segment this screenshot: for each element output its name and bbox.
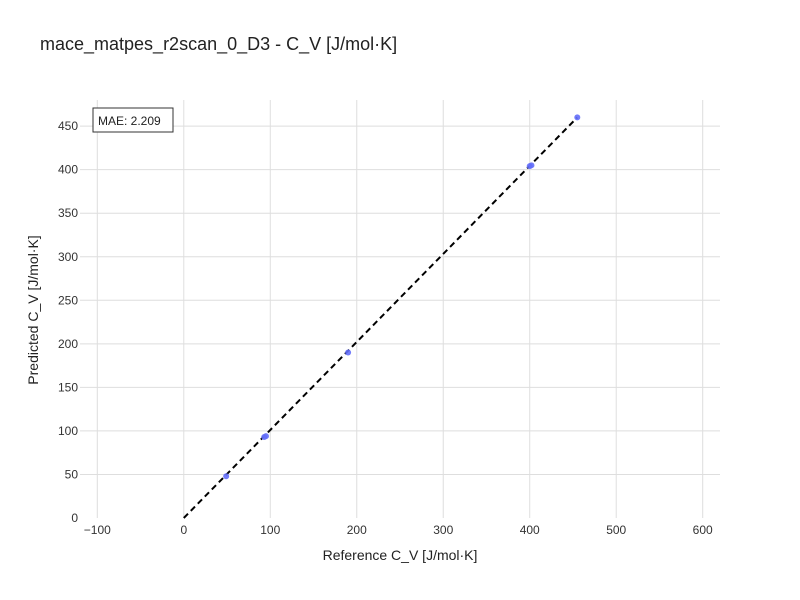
x-gridlines (96, 100, 704, 518)
y-tick-label: 450 (58, 119, 78, 133)
data-point (223, 473, 230, 480)
y-tick-label: 0 (71, 511, 78, 525)
y-gridlines (80, 125, 720, 475)
y-tick-label: 400 (58, 163, 78, 177)
x-tick-label: 600 (693, 523, 713, 537)
data-point (528, 162, 535, 169)
y-tick-label: 200 (58, 337, 78, 351)
x-tick-label: 400 (520, 523, 540, 537)
y-tick-label: 150 (58, 380, 78, 394)
x-tick-label: 500 (606, 523, 626, 537)
y-axis-title: Predicted C_V [J/mol·K] (25, 235, 41, 384)
data-points (223, 114, 581, 480)
mae-annotation-text: MAE: 2.209 (98, 114, 161, 128)
data-point (262, 433, 269, 440)
x-tick-label: 0 (180, 523, 187, 537)
x-tick-label: 100 (260, 523, 280, 537)
x-axis-title: Reference C_V [J/mol·K] (323, 547, 478, 563)
chart-title: mace_matpes_r2scan_0_D3 - C_V [J/mol·K] (40, 34, 397, 55)
x-tick-labels: −100 0 100 200 300 400 500 600 (84, 523, 713, 537)
y-tick-labels: 0 50 100 150 200 250 300 350 400 450 (58, 119, 78, 525)
y-tick-label: 250 (58, 293, 78, 307)
data-point (574, 114, 581, 121)
x-tick-label: −100 (84, 523, 111, 537)
y-tick-label: 100 (58, 424, 78, 438)
y-tick-label: 300 (58, 250, 78, 264)
data-point (345, 349, 352, 356)
y-tick-label: 350 (58, 206, 78, 220)
x-tick-label: 200 (347, 523, 367, 537)
mae-annotation-box (92, 107, 174, 133)
y-tick-label: 50 (65, 467, 79, 481)
mae-annotation: MAE: 2.209 (92, 107, 174, 133)
reference-line (183, 116, 579, 519)
x-tick-label: 300 (433, 523, 453, 537)
